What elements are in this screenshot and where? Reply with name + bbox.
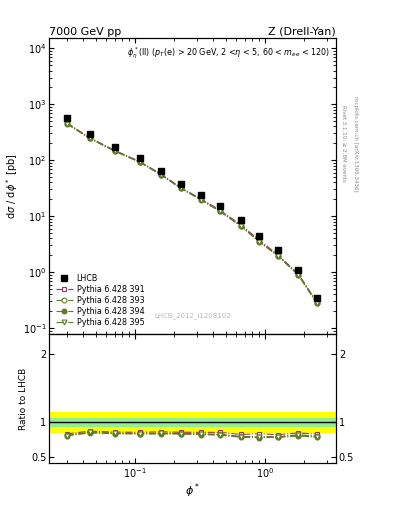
Legend: LHCB, Pythia 6.428 391, Pythia 6.428 393, Pythia 6.428 394, Pythia 6.428 395: LHCB, Pythia 6.428 391, Pythia 6.428 393… (53, 271, 147, 330)
Text: mcplots.cern.ch [arXiv:1306.3436]: mcplots.cern.ch [arXiv:1306.3436] (353, 96, 358, 191)
Text: LHCB_2012_I1208102: LHCB_2012_I1208102 (154, 312, 231, 319)
Text: $\phi^*_{\eta}$(ll) ($p_T$(e) > 20 GeV, 2 <$\eta$ < 5, 60 < $m_{ee}$ < 120): $\phi^*_{\eta}$(ll) ($p_T$(e) > 20 GeV, … (127, 46, 330, 61)
Text: 7000 GeV pp: 7000 GeV pp (49, 27, 121, 37)
X-axis label: $\phi^*$: $\phi^*$ (185, 481, 200, 500)
Text: Z (Drell-Yan): Z (Drell-Yan) (268, 27, 336, 37)
Y-axis label: Ratio to LHCB: Ratio to LHCB (19, 367, 28, 430)
Text: Rivet 3.1.10; ≥ 2.8M events: Rivet 3.1.10; ≥ 2.8M events (341, 105, 346, 182)
Y-axis label: d$\sigma$ / d$\phi^*$ [pb]: d$\sigma$ / d$\phi^*$ [pb] (4, 153, 20, 219)
